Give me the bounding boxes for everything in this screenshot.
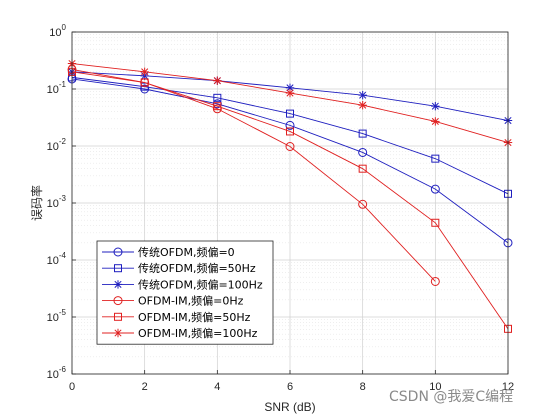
legend-marker — [114, 264, 122, 273]
legend-marker — [113, 328, 123, 338]
legend-entry: 传统OFDM,频偏=50Hz — [102, 261, 256, 275]
data-point — [285, 142, 295, 152]
data-point — [213, 93, 222, 102]
legend-marker — [113, 247, 123, 257]
y-tick-label: 10-3 — [47, 194, 67, 210]
legend-label: 传统OFDM,频偏=0 — [138, 245, 235, 259]
data-point — [285, 120, 295, 130]
x-tick-label: 8 — [360, 381, 366, 393]
y-tick-label: 100 — [49, 23, 66, 39]
y-tick-label: 10-1 — [47, 80, 67, 96]
y-axis-ticks: 100 10-1 10-2 10-3 10-4 10-5 10-6 — [47, 23, 76, 381]
data-point — [431, 218, 440, 227]
data-point — [358, 199, 368, 209]
data-point — [285, 88, 295, 98]
data-point — [140, 78, 149, 87]
legend-label: OFDM-IM,频偏=0Hz — [138, 294, 244, 308]
x-axis-ticks: 0 2 4 6 8 10 12 — [69, 370, 514, 393]
data-point — [140, 67, 149, 77]
x-tick-label: 4 — [214, 381, 220, 393]
data-point — [286, 127, 294, 136]
x-tick-label: 6 — [287, 381, 293, 393]
data-point — [431, 117, 440, 126]
series-line — [71, 78, 509, 244]
legend-label: 传统OFDM,频偏=50Hz — [138, 261, 256, 275]
data-point — [358, 129, 367, 138]
data-point — [358, 90, 367, 100]
data-point — [140, 82, 149, 91]
data-point — [358, 164, 367, 173]
data-point — [358, 147, 368, 157]
legend-label: OFDM-IM,频偏=100Hz — [138, 326, 258, 340]
legend-marker — [113, 296, 123, 306]
data-point — [213, 102, 222, 111]
data-point — [431, 101, 440, 111]
x-tick-label: 10 — [429, 381, 441, 393]
legend-marker — [114, 312, 122, 321]
data-point — [286, 109, 294, 118]
series-line — [71, 71, 509, 330]
legend-marker — [113, 280, 123, 289]
data-point — [431, 154, 440, 163]
y-tick-label: 10-5 — [47, 308, 67, 324]
watermark-text: CSDN @我爱C编程 — [389, 389, 513, 405]
y-tick-label: 10-2 — [47, 137, 67, 153]
legend-box — [96, 240, 274, 345]
legend-label: 传统OFDM,频偏=100Hz — [138, 277, 263, 291]
y-axis-title: 误码率 — [29, 185, 44, 221]
legend-entry: 传统OFDM,频偏=100Hz — [102, 277, 263, 291]
legend-entry: OFDM-IM,频偏=0Hz — [102, 294, 244, 308]
y-tick-label: 10-6 — [47, 365, 67, 381]
legend: 传统OFDM,频偏=0 传统OFDM,频偏=50Hz 传统OFDM,频偏=100Hz… — [96, 240, 274, 345]
data-point — [430, 184, 440, 194]
x-tick-label: 2 — [142, 381, 148, 393]
data-point — [358, 100, 367, 110]
x-tick-label: 12 — [502, 381, 514, 393]
legend-entry: OFDM-IM,频偏=50Hz — [102, 310, 251, 324]
y-tick-label: 10-4 — [47, 251, 67, 267]
legend-entry: 传统OFDM,频偏=0 — [102, 245, 235, 259]
legend-label: OFDM-IM,频偏=50Hz — [138, 310, 251, 324]
legend-entry: OFDM-IM,频偏=100Hz — [102, 326, 258, 340]
data-point — [213, 76, 222, 85]
x-axis-title: SNR (dB) — [264, 400, 315, 414]
x-tick-label: 0 — [69, 381, 75, 393]
data-point — [430, 276, 440, 286]
